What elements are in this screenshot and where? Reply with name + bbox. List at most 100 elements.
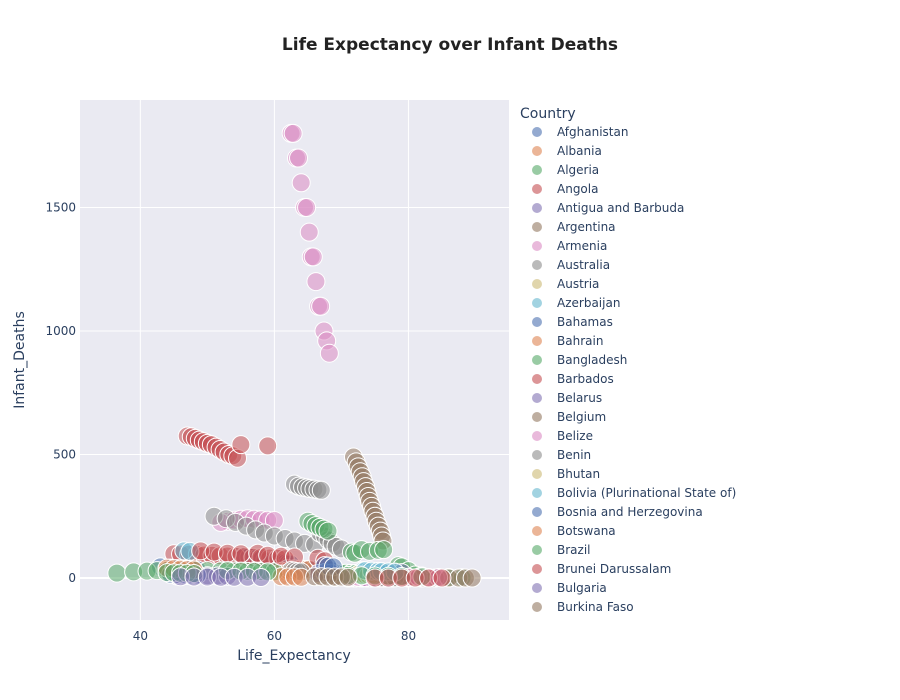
- legend-label: Bulgaria: [557, 581, 607, 595]
- legend-label: Bhutan: [557, 467, 600, 481]
- legend-label: Bahamas: [557, 315, 613, 329]
- legend-label: Botswana: [557, 524, 616, 538]
- legend-marker: [532, 241, 542, 251]
- legend-label: Belarus: [557, 391, 602, 405]
- legend-item[interactable]: Burkina Faso: [532, 600, 634, 614]
- legend-label: Bahrain: [557, 334, 603, 348]
- series-24: [171, 567, 271, 588]
- legend-marker: [532, 488, 542, 498]
- chart-title: Life Expectancy over Infant Deaths: [282, 35, 618, 55]
- x-tick-label: 80: [401, 629, 416, 643]
- legend-item[interactable]: Belarus: [532, 391, 602, 405]
- legend-label: Afghanistan: [557, 125, 628, 139]
- legend-label: Azerbaijan: [557, 296, 620, 310]
- legend-marker: [532, 526, 542, 536]
- data-point[interactable]: [311, 296, 331, 316]
- legend-label: Australia: [557, 258, 610, 272]
- legend-item[interactable]: Angola: [532, 182, 598, 196]
- legend-item[interactable]: Armenia: [532, 239, 607, 253]
- data-point[interactable]: [338, 567, 358, 587]
- legend-item[interactable]: Benin: [532, 448, 591, 462]
- legend-marker: [532, 317, 542, 327]
- data-point[interactable]: [107, 563, 127, 583]
- legend-label: Austria: [557, 277, 599, 291]
- legend-label: Algeria: [557, 163, 599, 177]
- legend-item[interactable]: Algeria: [532, 163, 599, 177]
- legend-item[interactable]: Bhutan: [532, 467, 600, 481]
- legend-item[interactable]: Brunei Darussalam: [532, 562, 671, 576]
- legend-item[interactable]: Barbados: [532, 372, 614, 386]
- legend-item[interactable]: Austria: [532, 277, 599, 291]
- legend[interactable]: Country Afghanistan Albania Algeria Angola A…: [520, 106, 736, 614]
- data-point[interactable]: [291, 173, 311, 193]
- y-tick-label: 0: [68, 571, 76, 585]
- legend-marker: [532, 184, 542, 194]
- legend-marker: [532, 279, 542, 289]
- data-point[interactable]: [374, 540, 394, 560]
- y-axis-label: Infant_Deaths: [12, 311, 28, 409]
- y-tick-label: 1500: [45, 200, 76, 214]
- legend-marker: [532, 583, 542, 593]
- legend-item[interactable]: Bahamas: [532, 315, 613, 329]
- legend-item[interactable]: Belize: [532, 429, 593, 443]
- y-tick-label: 1000: [45, 324, 76, 338]
- legend-label: Belize: [557, 429, 593, 443]
- data-point[interactable]: [251, 568, 271, 588]
- legend-marker: [532, 564, 542, 574]
- legend-item[interactable]: Argentina: [532, 220, 616, 234]
- data-point[interactable]: [303, 247, 323, 267]
- x-axis-label: Life_Expectancy: [237, 648, 350, 664]
- legend-label: Armenia: [557, 239, 607, 253]
- y-axis-ticks: 0 500 1000 1500: [45, 200, 76, 585]
- legend-label: Brunei Darussalam: [557, 562, 671, 576]
- x-tick-label: 40: [133, 629, 148, 643]
- legend-item[interactable]: Australia: [532, 258, 610, 272]
- legend-item[interactable]: Botswana: [532, 524, 616, 538]
- legend-item[interactable]: Afghanistan: [532, 125, 628, 139]
- legend-item[interactable]: Bulgaria: [532, 581, 607, 595]
- data-point[interactable]: [258, 436, 278, 456]
- legend-marker: [532, 545, 542, 555]
- legend-marker: [532, 431, 542, 441]
- legend-item[interactable]: Belgium: [532, 410, 606, 424]
- legend-item[interactable]: Bosnia and Herzegovina: [532, 505, 703, 519]
- data-point[interactable]: [299, 222, 319, 242]
- legend-label: Antigua and Barbuda: [557, 201, 684, 215]
- series-7: [204, 474, 351, 559]
- data-point[interactable]: [297, 197, 317, 217]
- legend-item[interactable]: Azerbaijan: [532, 296, 620, 310]
- legend-marker: [532, 412, 542, 422]
- legend-item[interactable]: Brazil: [532, 543, 591, 557]
- data-point[interactable]: [462, 568, 482, 588]
- legend-marker: [532, 374, 542, 384]
- legend-marker: [532, 222, 542, 232]
- legend-item[interactable]: Bangladesh: [532, 353, 627, 367]
- legend-marker: [532, 203, 542, 213]
- legend-item[interactable]: Antigua and Barbuda: [532, 201, 684, 215]
- data-point[interactable]: [289, 148, 309, 168]
- legend-label: Bosnia and Herzegovina: [557, 505, 703, 519]
- x-tick-label: 60: [267, 629, 282, 643]
- legend-marker: [532, 165, 542, 175]
- legend-label: Burkina Faso: [557, 600, 634, 614]
- legend-label: Bangladesh: [557, 353, 627, 367]
- data-point[interactable]: [311, 480, 331, 500]
- data-point[interactable]: [318, 521, 338, 541]
- legend-label: Bolivia (Plurinational State of): [557, 486, 736, 500]
- data-point[interactable]: [432, 568, 452, 588]
- data-point[interactable]: [231, 435, 251, 455]
- data-point[interactable]: [319, 343, 339, 363]
- y-tick-label: 500: [53, 447, 76, 461]
- legend-item[interactable]: Albania: [532, 144, 602, 158]
- legend-marker: [532, 355, 542, 365]
- legend-item[interactable]: Bahrain: [532, 334, 603, 348]
- data-point[interactable]: [283, 123, 303, 143]
- data-point[interactable]: [231, 544, 251, 564]
- data-point[interactable]: [306, 272, 326, 292]
- legend-marker: [532, 146, 542, 156]
- legend-label: Benin: [557, 448, 591, 462]
- legend-item[interactable]: Bolivia (Plurinational State of): [532, 486, 736, 500]
- legend-marker: [532, 260, 542, 270]
- x-axis-ticks: 40 60 80: [133, 629, 416, 643]
